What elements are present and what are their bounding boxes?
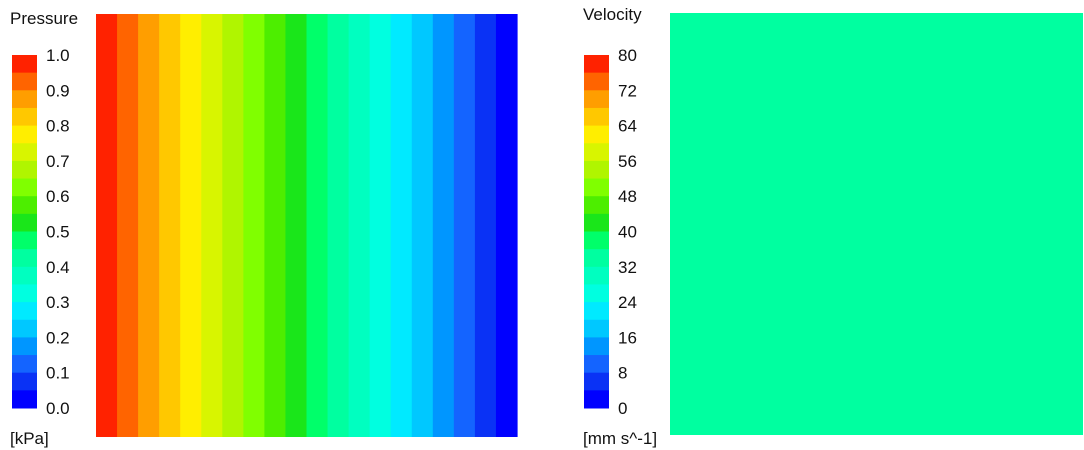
velocity-contour-band xyxy=(670,13,1083,435)
pressure-tick-label: 0.4 xyxy=(46,258,70,277)
velocity-colorbar-band xyxy=(584,160,609,180)
pressure-contour-band xyxy=(201,14,223,437)
pressure-colorbar-band xyxy=(12,302,37,321)
pressure-contour-field xyxy=(96,14,518,437)
pressure-contour-band xyxy=(474,14,497,437)
pressure-panel: Pressure 1.0 0.9 0.8 0.7 0.6 0.5 0.4 0.3 0.2 0.1 0… xyxy=(10,9,518,448)
pressure-tick-label: 0.1 xyxy=(46,364,70,383)
pressure-tick-label: 0.3 xyxy=(46,293,70,312)
pressure-colorbar-band xyxy=(12,390,37,409)
pressure-colorbar-band xyxy=(12,284,37,303)
pressure-colorbar-band xyxy=(12,196,37,215)
velocity-tick-label: 48 xyxy=(618,187,637,206)
velocity-contour-field xyxy=(670,13,1083,435)
pressure-colorbar-band xyxy=(12,55,37,74)
velocity-colorbar xyxy=(584,55,609,409)
pressure-colorbar-band xyxy=(12,337,37,356)
velocity-tick-label: 24 xyxy=(618,293,637,312)
pressure-contour-band xyxy=(159,14,181,437)
velocity-colorbar-band xyxy=(584,372,609,391)
pressure-colorbar xyxy=(12,55,37,409)
pressure-colorbar-band xyxy=(12,213,37,232)
pressure-tick-label: 0.6 xyxy=(46,187,70,206)
pressure-contour-band xyxy=(453,14,476,437)
pressure-colorbar-band xyxy=(12,90,37,109)
velocity-colorbar-band xyxy=(584,266,609,285)
pressure-colorbar-band xyxy=(12,355,37,374)
pressure-colorbar-band xyxy=(12,143,37,162)
pressure-title: Pressure xyxy=(10,9,78,28)
velocity-tick-label: 16 xyxy=(618,328,637,347)
velocity-colorbar-band xyxy=(584,213,609,232)
pressure-contour-band xyxy=(138,14,160,437)
pressure-contour-band xyxy=(243,14,265,437)
velocity-tick-label: 56 xyxy=(618,152,637,171)
velocity-colorbar-band xyxy=(584,302,609,321)
pressure-contour-band xyxy=(180,14,202,437)
pressure-contour-band xyxy=(390,14,413,437)
velocity-unit: [mm s^-1] xyxy=(583,429,657,448)
pressure-colorbar-band xyxy=(12,72,37,91)
pressure-contour-band xyxy=(348,14,371,437)
velocity-colorbar-band xyxy=(584,72,609,91)
pressure-contour-band xyxy=(264,14,287,437)
velocity-colorbar-band xyxy=(584,107,609,127)
pressure-colorbar-band xyxy=(12,249,37,268)
pressure-tick-label: 1.0 xyxy=(46,46,70,65)
pressure-colorbar-band xyxy=(12,107,37,127)
velocity-colorbar-band xyxy=(584,55,609,74)
velocity-colorbar-band xyxy=(584,143,609,162)
pressure-colorbar-band xyxy=(12,266,37,285)
velocity-colorbar-band xyxy=(584,284,609,303)
pressure-tick-label: 0.0 xyxy=(46,399,70,418)
pressure-tick-label: 0.9 xyxy=(46,81,70,100)
velocity-tick-label: 32 xyxy=(618,258,637,277)
pressure-contour-band xyxy=(117,14,139,437)
pressure-tick-label: 0.5 xyxy=(46,223,70,242)
velocity-tick-label: 0 xyxy=(618,399,627,418)
velocity-colorbar-band xyxy=(584,231,609,250)
velocity-colorbar-band xyxy=(584,319,609,338)
pressure-unit: [kPa] xyxy=(10,429,49,448)
pressure-tick-label: 0.8 xyxy=(46,117,70,136)
velocity-title: Velocity xyxy=(583,5,642,24)
pressure-contour-band xyxy=(306,14,329,437)
velocity-tick-label: 64 xyxy=(618,117,637,136)
pressure-colorbar-ticks: 1.0 0.9 0.8 0.7 0.6 0.5 0.4 0.3 0.2 0.1 0.0 xyxy=(46,46,70,418)
pressure-tick-label: 0.7 xyxy=(46,152,70,171)
pressure-contour-band xyxy=(369,14,392,437)
velocity-colorbar-band xyxy=(584,390,609,409)
pressure-contour-band xyxy=(222,14,244,437)
pressure-contour-band xyxy=(495,14,518,437)
velocity-colorbar-band xyxy=(584,125,609,144)
velocity-tick-label: 80 xyxy=(618,46,637,65)
velocity-colorbar-band xyxy=(584,90,609,109)
pressure-colorbar-band xyxy=(12,231,37,250)
pressure-colorbar-band xyxy=(12,319,37,338)
pressure-colorbar-band xyxy=(12,160,37,180)
velocity-colorbar-band xyxy=(584,196,609,215)
velocity-tick-label: 40 xyxy=(618,223,637,242)
pressure-colorbar-band xyxy=(12,178,37,197)
velocity-tick-label: 72 xyxy=(618,81,637,100)
pressure-colorbar-band xyxy=(12,372,37,391)
velocity-tick-label: 8 xyxy=(618,364,627,383)
pressure-colorbar-band xyxy=(12,125,37,144)
pressure-contour-band xyxy=(285,14,308,437)
pressure-contour-band xyxy=(432,14,455,437)
velocity-colorbar-band xyxy=(584,178,609,197)
pressure-contour-band xyxy=(96,14,118,437)
velocity-colorbar-band xyxy=(584,355,609,374)
velocity-colorbar-band xyxy=(584,249,609,268)
velocity-colorbar-band xyxy=(584,337,609,356)
pressure-tick-label: 0.2 xyxy=(46,328,70,347)
pressure-contour-band xyxy=(327,14,350,437)
pressure-contour-band xyxy=(411,14,434,437)
